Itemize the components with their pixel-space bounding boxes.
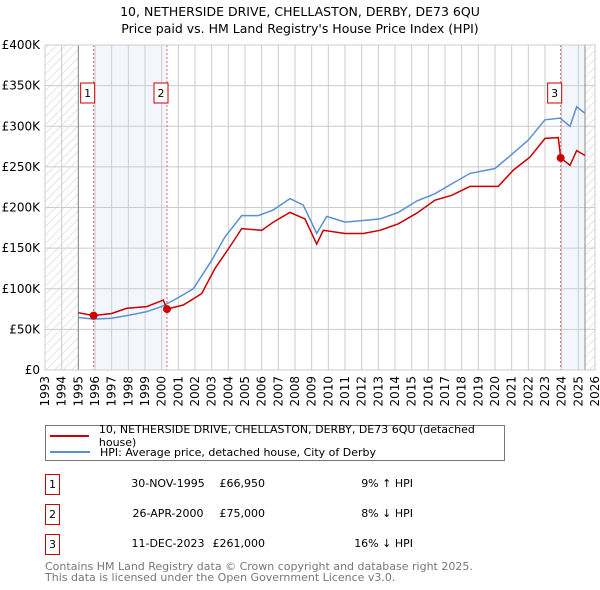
chart-title: 10, NETHERSIDE DRIVE, CHELLASTON, DERBY,…: [120, 4, 480, 19]
sale-number-badge: 2: [45, 504, 60, 525]
sale-label-box: [547, 82, 563, 104]
y-tick-label: £0: [25, 363, 40, 377]
x-tick-label: 2010: [321, 376, 335, 407]
sale-point: [89, 311, 98, 320]
table-row: 1 30-NOV-1995 £66,950 9% ↑ HPI: [45, 474, 445, 495]
x-tick-label: 2008: [288, 376, 302, 407]
x-tick-label: 1999: [138, 376, 152, 407]
x-tick-label: 2007: [271, 376, 285, 407]
sale-point: [556, 153, 565, 162]
x-tick-label: 2002: [188, 376, 202, 407]
sale-point: [163, 305, 171, 314]
x-tick-label: 2003: [205, 376, 219, 407]
x-tick-label: 2024: [555, 376, 569, 407]
blue-line-swatch: [50, 451, 90, 453]
x-tick-label: 2015: [405, 376, 419, 407]
x-tick-label: 2022: [521, 376, 535, 407]
legend-item-hpi: HPI: Average price, detached house, City…: [50, 444, 376, 460]
y-tick-label: £400K: [2, 38, 42, 52]
x-tick-label: 2000: [155, 376, 169, 407]
x-tick-label: 2012: [355, 376, 369, 407]
x-tick-label: 2009: [305, 376, 319, 407]
footer-licence: This data is licensed under the Open Gov…: [45, 571, 396, 584]
plot-border: [44, 44, 596, 371]
x-tick-label: 2020: [488, 376, 502, 407]
x-tick-label: 2005: [238, 376, 252, 407]
sale-price: £66,950: [219, 477, 266, 490]
sale-label: 2: [158, 87, 165, 100]
x-tick-label: 2013: [371, 376, 385, 407]
sale-price: £261,000: [212, 537, 266, 550]
x-tick-label: 2018: [455, 376, 469, 407]
legend-label-hpi: HPI: Average price, detached house, City…: [100, 445, 377, 459]
table-row: 2 26-APR-2000 £75,000 8% ↓ HPI: [45, 504, 445, 525]
legend: 10, NETHERSIDE DRIVE, CHELLASTON, DERBY,…: [45, 423, 505, 461]
y-tick-label: £200K: [2, 201, 42, 215]
x-tick-label: 2004: [221, 376, 235, 407]
red-line-swatch: [50, 435, 89, 437]
y-tick-label: £250K: [2, 160, 42, 174]
chart-subtitle: Price paid vs. HM Land Registry's House …: [121, 21, 479, 36]
x-tick-label: 2017: [438, 376, 452, 407]
sale-label: 3: [551, 87, 558, 100]
x-tick-label: 2001: [171, 376, 185, 407]
x-tick-label: 2014: [388, 376, 402, 407]
footer-copyright: Contains HM Land Registry data © Crown c…: [45, 560, 473, 573]
y-tick-label: £100K: [2, 282, 42, 296]
sale-date: 26-APR-2000: [132, 507, 204, 520]
sale-number-badge: 3: [45, 534, 60, 555]
x-tick-label: 1996: [88, 376, 102, 407]
x-tick-label: 1993: [38, 376, 52, 407]
sale-label-box: [80, 82, 96, 104]
legend-item-property: 10, NETHERSIDE DRIVE, CHELLASTON, DERBY,…: [50, 423, 504, 449]
sale-hpi-diff: 8% ↓ HPI: [361, 507, 413, 520]
y-tick-label: £300K: [2, 119, 42, 133]
x-tick-label: 2025: [571, 376, 585, 407]
x-tick-label: 1997: [105, 376, 119, 407]
sale-hpi-diff: 9% ↑ HPI: [361, 477, 413, 490]
sale-hpi-diff: 16% ↓ HPI: [354, 537, 413, 550]
x-tick-label: 1998: [121, 376, 135, 407]
sale-number-badge: 1: [45, 474, 60, 495]
table-row: 3 11-DEC-2023 £261,000 16% ↓ HPI: [45, 534, 445, 555]
sale-label: 1: [84, 87, 91, 100]
x-tick-label: 2023: [538, 376, 552, 407]
x-tick-label: 2011: [338, 376, 352, 407]
x-tick-label: 2026: [588, 376, 600, 407]
y-tick-label: £150K: [2, 241, 42, 255]
sale-label-box: [153, 82, 169, 104]
y-tick-label: £50K: [9, 322, 41, 336]
sale-date: 30-NOV-1995: [131, 477, 205, 490]
x-tick-label: 2016: [421, 376, 435, 407]
sale-price: £75,000: [219, 507, 266, 520]
x-tick-label: 1995: [71, 376, 85, 407]
sale-date: 11-DEC-2023: [131, 537, 205, 550]
y-tick-label: £350K: [2, 79, 42, 93]
hpi-line: [78, 105, 586, 320]
x-tick-label: 2021: [505, 376, 519, 407]
x-tick-label: 2019: [471, 376, 485, 407]
x-tick-label: 1994: [55, 376, 69, 407]
legend-label-property: 10, NETHERSIDE DRIVE, CHELLASTON, DERBY,…: [98, 423, 475, 449]
x-tick-label: 2006: [255, 376, 269, 407]
